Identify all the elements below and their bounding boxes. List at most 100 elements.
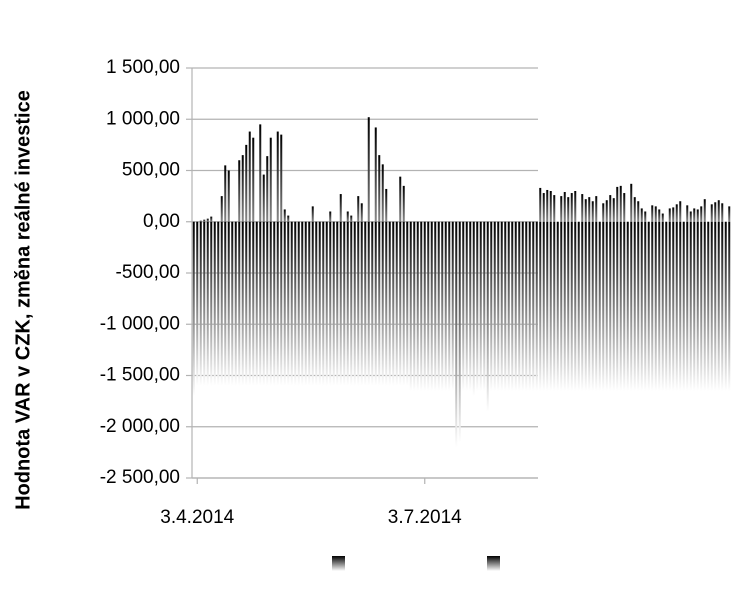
bar bbox=[241, 155, 244, 222]
bar bbox=[525, 221, 528, 391]
bar bbox=[626, 221, 629, 391]
bar bbox=[616, 221, 619, 391]
bar bbox=[591, 221, 594, 391]
bar bbox=[367, 117, 370, 222]
bar bbox=[409, 221, 412, 391]
bar bbox=[199, 221, 202, 386]
bar bbox=[644, 211, 647, 222]
bar bbox=[381, 164, 384, 222]
legend-swatch bbox=[332, 556, 345, 571]
bar bbox=[283, 209, 286, 222]
bar bbox=[658, 221, 661, 391]
bar bbox=[245, 144, 248, 222]
bar bbox=[504, 221, 507, 391]
y-tick-label: 0,00 bbox=[143, 211, 180, 232]
bar bbox=[402, 185, 405, 222]
bar bbox=[717, 221, 720, 391]
bar bbox=[521, 221, 524, 391]
bar bbox=[556, 221, 559, 391]
bar bbox=[724, 221, 727, 391]
bar bbox=[535, 221, 538, 391]
bar bbox=[353, 221, 356, 386]
bar bbox=[703, 199, 706, 222]
y-tick-label: -1 000,00 bbox=[100, 313, 180, 334]
bar bbox=[399, 221, 402, 386]
bar bbox=[448, 221, 451, 391]
bar bbox=[255, 221, 258, 386]
bar bbox=[654, 206, 657, 222]
bar bbox=[290, 221, 293, 386]
bar bbox=[269, 137, 272, 222]
bar bbox=[570, 221, 573, 391]
bar bbox=[542, 221, 545, 391]
bar bbox=[605, 221, 608, 391]
bar bbox=[546, 189, 549, 222]
bar bbox=[308, 221, 311, 386]
bar bbox=[696, 209, 699, 222]
bar bbox=[714, 221, 717, 391]
bar bbox=[728, 206, 731, 222]
bar bbox=[220, 221, 223, 386]
bar bbox=[693, 208, 696, 222]
bar bbox=[266, 221, 269, 386]
bar bbox=[472, 221, 475, 396]
bar bbox=[192, 221, 195, 396]
bar bbox=[612, 198, 615, 222]
bar bbox=[329, 221, 332, 386]
bar bbox=[672, 207, 675, 222]
bar bbox=[336, 221, 339, 386]
y-tick-label: -2 500,00 bbox=[100, 467, 180, 488]
bar bbox=[507, 221, 510, 391]
bar bbox=[549, 221, 552, 391]
bar bbox=[479, 221, 482, 391]
bar bbox=[714, 202, 717, 222]
bar bbox=[416, 221, 419, 391]
bar bbox=[297, 221, 300, 386]
bar bbox=[665, 221, 668, 391]
bar bbox=[637, 221, 640, 391]
bar bbox=[630, 221, 633, 391]
bar bbox=[367, 221, 370, 386]
bar bbox=[304, 221, 307, 386]
bar bbox=[689, 211, 692, 222]
bar bbox=[497, 221, 500, 391]
bar bbox=[196, 221, 199, 386]
bar bbox=[553, 195, 556, 222]
y-tick-label: 1 500,00 bbox=[106, 57, 180, 78]
bar bbox=[252, 221, 255, 386]
bar bbox=[420, 221, 423, 391]
bar bbox=[385, 188, 388, 222]
bar bbox=[542, 193, 545, 222]
bar bbox=[469, 221, 472, 391]
bar bbox=[623, 221, 626, 391]
bar bbox=[248, 131, 251, 222]
bar bbox=[423, 221, 426, 391]
bar bbox=[434, 221, 437, 391]
bar bbox=[679, 221, 682, 391]
bar bbox=[696, 221, 699, 391]
bar bbox=[325, 221, 328, 386]
bar bbox=[518, 221, 521, 391]
bar bbox=[395, 221, 398, 386]
bar bbox=[483, 221, 486, 391]
bar bbox=[399, 176, 402, 222]
y-tick-label: -1 500,00 bbox=[100, 365, 180, 386]
bar bbox=[728, 221, 731, 391]
bar bbox=[602, 221, 605, 391]
bar bbox=[539, 187, 542, 222]
bar bbox=[602, 203, 605, 222]
bar bbox=[595, 196, 598, 222]
bar bbox=[588, 221, 591, 391]
bar bbox=[437, 221, 440, 391]
bar bbox=[360, 221, 363, 386]
bar bbox=[311, 206, 314, 222]
bar bbox=[570, 193, 573, 222]
bar bbox=[595, 221, 598, 391]
bar bbox=[644, 221, 647, 391]
bar bbox=[710, 204, 713, 222]
bar bbox=[374, 221, 377, 386]
bar bbox=[385, 221, 388, 386]
bar bbox=[357, 196, 360, 222]
bar bbox=[633, 197, 636, 222]
